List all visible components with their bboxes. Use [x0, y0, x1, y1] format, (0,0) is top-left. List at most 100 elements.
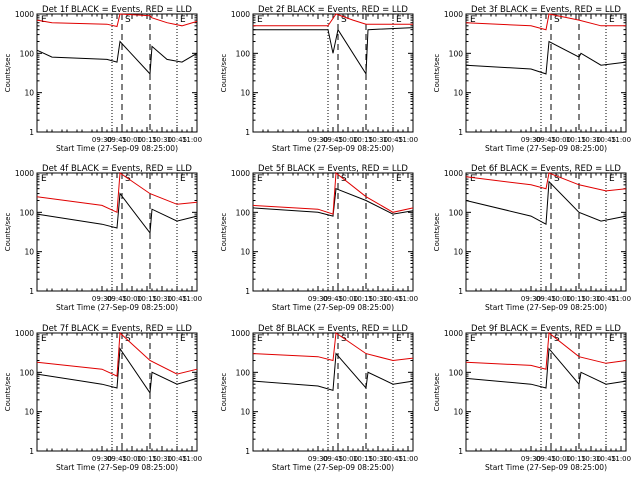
lld-series-line [465, 13, 626, 31]
y-tick-label: 1 [458, 447, 463, 456]
y-tick-label: 1000 [444, 169, 463, 178]
x-axis-label: Start Time (27-Sep-09 08:25:00) [485, 303, 607, 312]
x-tick-label: 09:45 [536, 295, 556, 303]
x-tick-label: 09:30 [521, 455, 541, 463]
y-tick-label: 100 [20, 208, 35, 217]
x-tick-label: 09:45 [536, 455, 556, 463]
event-marker: E [180, 334, 186, 344]
event-marker: E [257, 174, 263, 184]
event-marker: E [41, 174, 47, 184]
y-tick-label: 10 [453, 408, 463, 417]
y-tick-label: 1000 [15, 169, 34, 178]
plot-frame [465, 172, 627, 292]
x-tick-label: 10:30 [581, 455, 601, 463]
x-tick-label: 10:15 [137, 295, 157, 303]
y-tick-label: 1 [245, 447, 250, 456]
x-tick-label: 09:45 [536, 136, 556, 144]
event-marker: E [257, 334, 263, 344]
y-tick-label: 1 [245, 128, 250, 137]
panel-title: Det 6f BLACK = Events, RED = LLD [471, 164, 621, 174]
events-series-line [253, 27, 414, 76]
panel-title: Det 7f BLACK = Events, RED = LLD [42, 324, 192, 334]
y-axis-label: Counts/sec [4, 373, 12, 412]
panel-4: Det 4f BLACK = Events, RED = LLD 1 10 100 10… [4, 164, 202, 312]
y-tick-label: 1 [245, 287, 250, 296]
x-tick-label: 11:00 [398, 455, 418, 463]
plot-frame [36, 13, 198, 133]
y-tick-label: 100 [20, 49, 35, 58]
y-tick-label: 10 [24, 408, 34, 417]
x-tick-label: 10:15 [353, 136, 373, 144]
x-tick-label: 10:15 [566, 295, 586, 303]
y-tick-label: 1000 [231, 329, 250, 338]
x-tick-label: 10:30 [152, 455, 172, 463]
x-tick-label: 11:00 [611, 455, 631, 463]
x-tick-label: 11:00 [611, 295, 631, 303]
lld-series-line [253, 13, 413, 27]
event-marker: E [470, 174, 476, 184]
x-axis-label: Start Time (27-Sep-09 08:25:00) [272, 463, 394, 472]
event-marker: E [470, 15, 476, 25]
y-tick-label: 1000 [15, 10, 34, 19]
x-tick-label: 09:45 [107, 295, 127, 303]
panel-8: Det 8f BLACK = Events, RED = LLD 1 10 100 10… [220, 324, 418, 472]
x-tick-label: 10:30 [368, 295, 388, 303]
lld-series-line [36, 13, 198, 28]
x-tick-label: 10:15 [137, 136, 157, 144]
panel-title: Det 8f BLACK = Events, RED = LLD [258, 324, 408, 334]
y-tick-label: 100 [236, 49, 251, 58]
events-series-line [465, 40, 627, 75]
x-tick-label: 10:30 [368, 455, 388, 463]
plot-frame [465, 332, 627, 452]
panel-title: Det 3f BLACK = Events, RED = LLD [471, 5, 621, 15]
events-series-line [252, 187, 414, 217]
panel-title: Det 9f BLACK = Events, RED = LLD [471, 324, 621, 334]
events-series-line [36, 40, 198, 76]
x-tick-label: 10:45 [167, 136, 187, 144]
x-tick-label: 10:15 [566, 455, 586, 463]
x-tick-label: 09:30 [308, 455, 328, 463]
y-tick-label: 10 [240, 248, 250, 257]
y-tick-label: 10 [24, 248, 34, 257]
y-tick-label: 1 [29, 287, 34, 296]
x-axis-label: Start Time (27-Sep-09 08:25:00) [272, 144, 394, 153]
x-tick-label: 10:00 [122, 455, 142, 463]
y-tick-label: 1000 [444, 329, 463, 338]
x-tick-label: 10:00 [551, 295, 571, 303]
x-tick-label: 10:00 [122, 295, 142, 303]
panel-5: Det 5f BLACK = Events, RED = LLD 1 10 100 10… [220, 164, 418, 312]
y-axis-label: Counts/sec [4, 213, 12, 252]
event-marker: E [609, 334, 615, 344]
x-tick-label: 09:30 [92, 295, 112, 303]
x-tick-label: 09:45 [107, 136, 127, 144]
panel-9: Det 9f BLACK = Events, RED = LLD 1 10 100 10… [433, 324, 631, 472]
x-tick-label: 11:00 [182, 455, 202, 463]
plot-frame [252, 172, 414, 292]
y-tick-label: 1000 [444, 10, 463, 19]
y-axis-label: Counts/sec [220, 373, 228, 412]
y-tick-label: 10 [453, 89, 463, 98]
y-tick-label: 100 [236, 208, 251, 217]
y-tick-label: 10 [240, 89, 250, 98]
panel-2: Det 2f BLACK = Events, RED = LLD 1 10 100 10… [220, 5, 418, 153]
x-tick-label: 11:00 [398, 136, 418, 144]
events-series-line [36, 347, 198, 395]
y-tick-label: 10 [24, 89, 34, 98]
panel-1: Det 1f BLACK = Events, RED = LLD 1 10 100 10… [4, 5, 202, 153]
event-marker: E [257, 15, 263, 25]
x-tick-label: 10:15 [137, 455, 157, 463]
x-tick-label: 10:00 [338, 455, 358, 463]
x-tick-label: 10:30 [368, 136, 388, 144]
x-tick-label: 09:30 [308, 136, 328, 144]
x-tick-label: 09:45 [323, 455, 343, 463]
event-marker: S [125, 15, 131, 25]
y-tick-label: 1000 [15, 329, 34, 338]
x-axis-label: Start Time (27-Sep-09 08:25:00) [56, 144, 178, 153]
y-tick-label: 100 [20, 368, 35, 377]
panel-3: Det 3f BLACK = Events, RED = LLD 1 10 100 10… [433, 5, 631, 153]
x-axis-label: Start Time (27-Sep-09 08:25:00) [272, 303, 394, 312]
x-tick-label: 10:30 [581, 295, 601, 303]
events-series-line [252, 352, 414, 391]
x-tick-label: 09:30 [308, 295, 328, 303]
y-axis-label: Counts/sec [433, 213, 441, 252]
